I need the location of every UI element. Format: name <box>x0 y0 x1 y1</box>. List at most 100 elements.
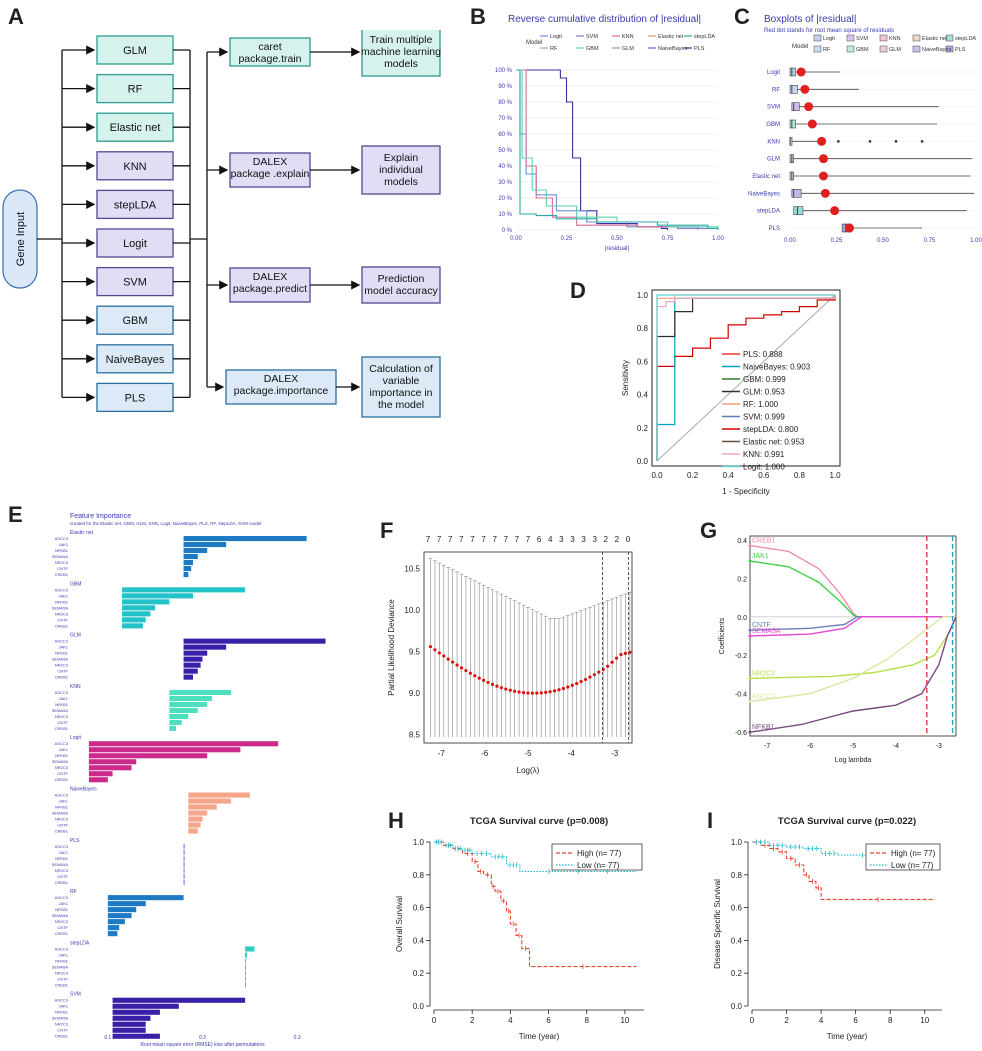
y-tick-label: 20 % <box>498 196 512 202</box>
coef-path <box>749 616 957 733</box>
y-axis-label: Partial Likelihood Deviance <box>387 599 396 696</box>
feature-label: CNTF <box>57 976 68 981</box>
feature-label: SEMA5A <box>52 605 69 610</box>
package-label: package .explain <box>231 168 310 180</box>
mean-point <box>588 675 592 679</box>
legend-label: GLM <box>889 47 901 53</box>
package-label: DALEX <box>264 373 298 385</box>
top-df-label: 7 <box>470 535 475 544</box>
x-tick-label: -5 <box>524 749 532 758</box>
feature-label: ASCC3 <box>55 639 69 644</box>
feature-label: NFKB1 <box>55 651 69 656</box>
mean-point <box>433 648 437 652</box>
feature-label: NR2C3 <box>55 765 69 770</box>
feature-label: CREB1 <box>55 777 69 782</box>
importance-bar <box>112 1021 146 1027</box>
legend-box <box>865 843 941 871</box>
top-df-label: 7 <box>459 535 464 544</box>
mean-point <box>437 651 441 655</box>
top-df-label: 6 <box>537 535 542 544</box>
importance-bar <box>169 725 176 731</box>
coef-label: ASCC3 <box>752 693 775 700</box>
rms-dot <box>800 84 810 94</box>
x-tick-label: -6 <box>807 743 813 750</box>
mean-point <box>544 690 548 695</box>
top-df-label: 3 <box>592 535 597 544</box>
legend-label: RF <box>550 46 558 52</box>
group-label: SVM <box>70 992 81 998</box>
importance-bar <box>88 747 241 753</box>
mean-point <box>619 652 623 657</box>
rms-dot <box>830 206 840 216</box>
x-tick-label: -7 <box>764 743 770 750</box>
feature-label: CNTF <box>57 720 68 725</box>
importance-bar <box>122 623 143 629</box>
panel-label-i: I <box>707 808 714 833</box>
x-tick-label: 0.2 <box>687 471 699 480</box>
package-label: package.train <box>238 53 301 65</box>
importance-bar <box>183 867 185 873</box>
feature-label: JAK1 <box>58 747 68 752</box>
chart-title: Boxplots of |residual| <box>764 14 856 25</box>
result-box <box>361 30 441 77</box>
y-tick-label: 9.0 <box>409 689 421 698</box>
feature-label: CNTF <box>57 925 68 930</box>
package-label: DALEX <box>253 271 287 283</box>
x-tick-label: 2 <box>784 1016 789 1025</box>
box <box>789 85 798 94</box>
mean-point <box>490 682 495 686</box>
chart-title: TCGA Survival curve (p=0.008) <box>470 816 608 827</box>
feature-label: SEMA5A <box>52 913 69 918</box>
x-tick-label: -4 <box>568 749 576 758</box>
y-tick-label: 0.4 <box>731 936 743 945</box>
model-box-pls <box>96 382 174 413</box>
legend-label: KNN <box>622 34 634 40</box>
result-label: individual <box>379 164 423 176</box>
importance-bar <box>169 695 212 701</box>
feature-label: JAK1 <box>58 799 68 804</box>
feature-label: NR2C3 <box>55 714 69 719</box>
x-tick-label: 6 <box>853 1016 858 1025</box>
model-box-knn <box>96 151 174 181</box>
model-box-logit <box>96 228 174 258</box>
top-df-label: 4 <box>548 535 553 544</box>
mean-point <box>504 687 508 691</box>
mean-point <box>570 683 574 687</box>
importance-bar <box>183 548 208 554</box>
feature-label: CREB1 <box>55 829 69 834</box>
y-tick-label: 0.8 <box>637 324 649 333</box>
legend-label: GBM <box>856 47 869 53</box>
y-tick-label: 0.2 <box>731 969 743 978</box>
feature-label: NFKB1 <box>55 702 69 707</box>
top-df-label: 7 <box>426 535 431 544</box>
top-df-label: 2 <box>615 535 620 544</box>
importance-bar <box>183 849 185 855</box>
legend-swatch <box>813 45 822 53</box>
gene-input-label: Gene Input <box>15 212 27 266</box>
y-tick-label: 0.8 <box>731 871 743 880</box>
feature-label: CNTF <box>57 874 68 879</box>
feature-label: SEMA5A <box>52 862 69 867</box>
x-tick-label: 8 <box>585 1016 590 1025</box>
result-label: Explain <box>384 152 419 164</box>
legend-label: Elastic net <box>658 34 684 40</box>
coef-label: CREB1 <box>752 538 775 545</box>
panel-c-residual-boxplots: Boxplots of |residual| Red dot stands for… <box>748 14 982 244</box>
feature-label: ASCC3 <box>55 536 69 541</box>
model-box-elastic-net <box>96 112 174 142</box>
package-label: package.importance <box>234 385 329 397</box>
coef-start <box>748 730 752 734</box>
importance-bar <box>188 828 198 834</box>
mean-point <box>455 663 459 667</box>
coef-start <box>748 559 752 563</box>
feature-label: CNTF <box>57 669 68 674</box>
legend-title: Model <box>792 44 808 50</box>
box <box>791 102 800 111</box>
importance-bar <box>183 644 227 650</box>
importance-bar <box>183 542 227 548</box>
top-df-label: 7 <box>448 535 453 544</box>
rms-dot <box>818 154 828 164</box>
legend-swatch <box>879 45 888 53</box>
mean-point <box>548 690 552 694</box>
mean-point <box>464 668 468 673</box>
